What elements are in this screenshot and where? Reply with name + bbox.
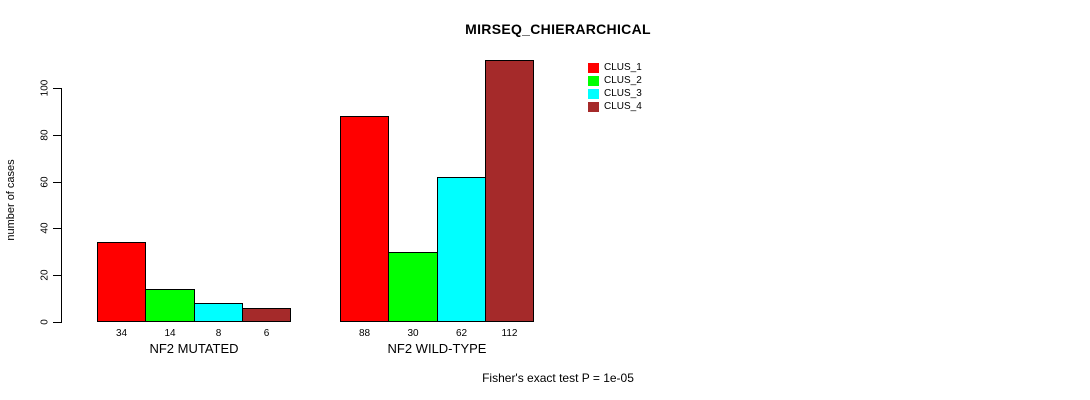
bar-nf2-wild-type-clus_2 (388, 252, 438, 322)
bar-nf2-wild-type-clus_4 (485, 60, 534, 322)
bar-value-label: 112 (501, 328, 518, 339)
y-axis-tick (53, 322, 61, 323)
legend-swatch-clus-3 (588, 89, 599, 99)
bar-value-label: 8 (215, 328, 222, 339)
y-axis-tick (53, 135, 61, 136)
y-axis-tick (53, 88, 61, 89)
bar-nf2-mutated-clus_1 (97, 242, 146, 322)
y-tick-label: 20 (39, 269, 51, 281)
bar-value-label: 34 (115, 328, 128, 339)
bar-value-label: 14 (164, 328, 176, 339)
legend-label: CLUS_3 (604, 88, 642, 99)
y-axis-tick (53, 182, 61, 183)
chart-title: MIRSEQ_CHIERARCHICAL (465, 21, 651, 37)
category-label-nf2-mutated: NF2 MUTATED (149, 341, 239, 356)
bar-value-label: 62 (455, 328, 468, 339)
bar-value-label: 6 (263, 328, 270, 339)
legend-label: CLUS_1 (604, 62, 642, 73)
y-axis-tick (53, 228, 61, 229)
legend-label: CLUS_2 (604, 75, 642, 86)
y-tick-label: 0 (39, 319, 51, 325)
legend-row: CLUS_1 (588, 63, 642, 73)
y-tick-label: 100 (39, 79, 51, 97)
legend-row: CLUS_2 (588, 76, 642, 86)
footnote-pvalue: Fisher's exact test P = 1e-05 (482, 371, 634, 385)
legend-row: CLUS_3 (588, 89, 642, 99)
y-tick-label: 40 (39, 222, 51, 234)
bar-value-label: 88 (358, 328, 371, 339)
y-axis-label: number of cases (5, 159, 17, 241)
y-tick-label: 60 (39, 176, 51, 188)
bar-nf2-mutated-clus_4 (242, 308, 291, 322)
y-tick-label: 80 (39, 129, 51, 141)
legend-label: CLUS_4 (604, 101, 642, 112)
legend-swatch-clus-4 (588, 102, 599, 112)
bar-value-label: 30 (407, 328, 419, 339)
legend-swatch-clus-1 (588, 63, 599, 73)
legend-swatch-clus-2 (588, 76, 599, 86)
legend: CLUS_1 CLUS_2 CLUS_3 CLUS_4 (588, 63, 642, 112)
category-label-nf2-wild-type: NF2 WILD-TYPE (387, 341, 487, 356)
legend-row: CLUS_4 (588, 102, 642, 112)
y-axis-tick (53, 275, 61, 276)
y-axis-line (61, 88, 62, 323)
bar-nf2-mutated-clus_2 (145, 289, 195, 322)
bar-nf2-mutated-clus_3 (194, 303, 243, 322)
bar-nf2-wild-type-clus_1 (340, 116, 389, 322)
bar-nf2-wild-type-clus_3 (437, 177, 486, 322)
